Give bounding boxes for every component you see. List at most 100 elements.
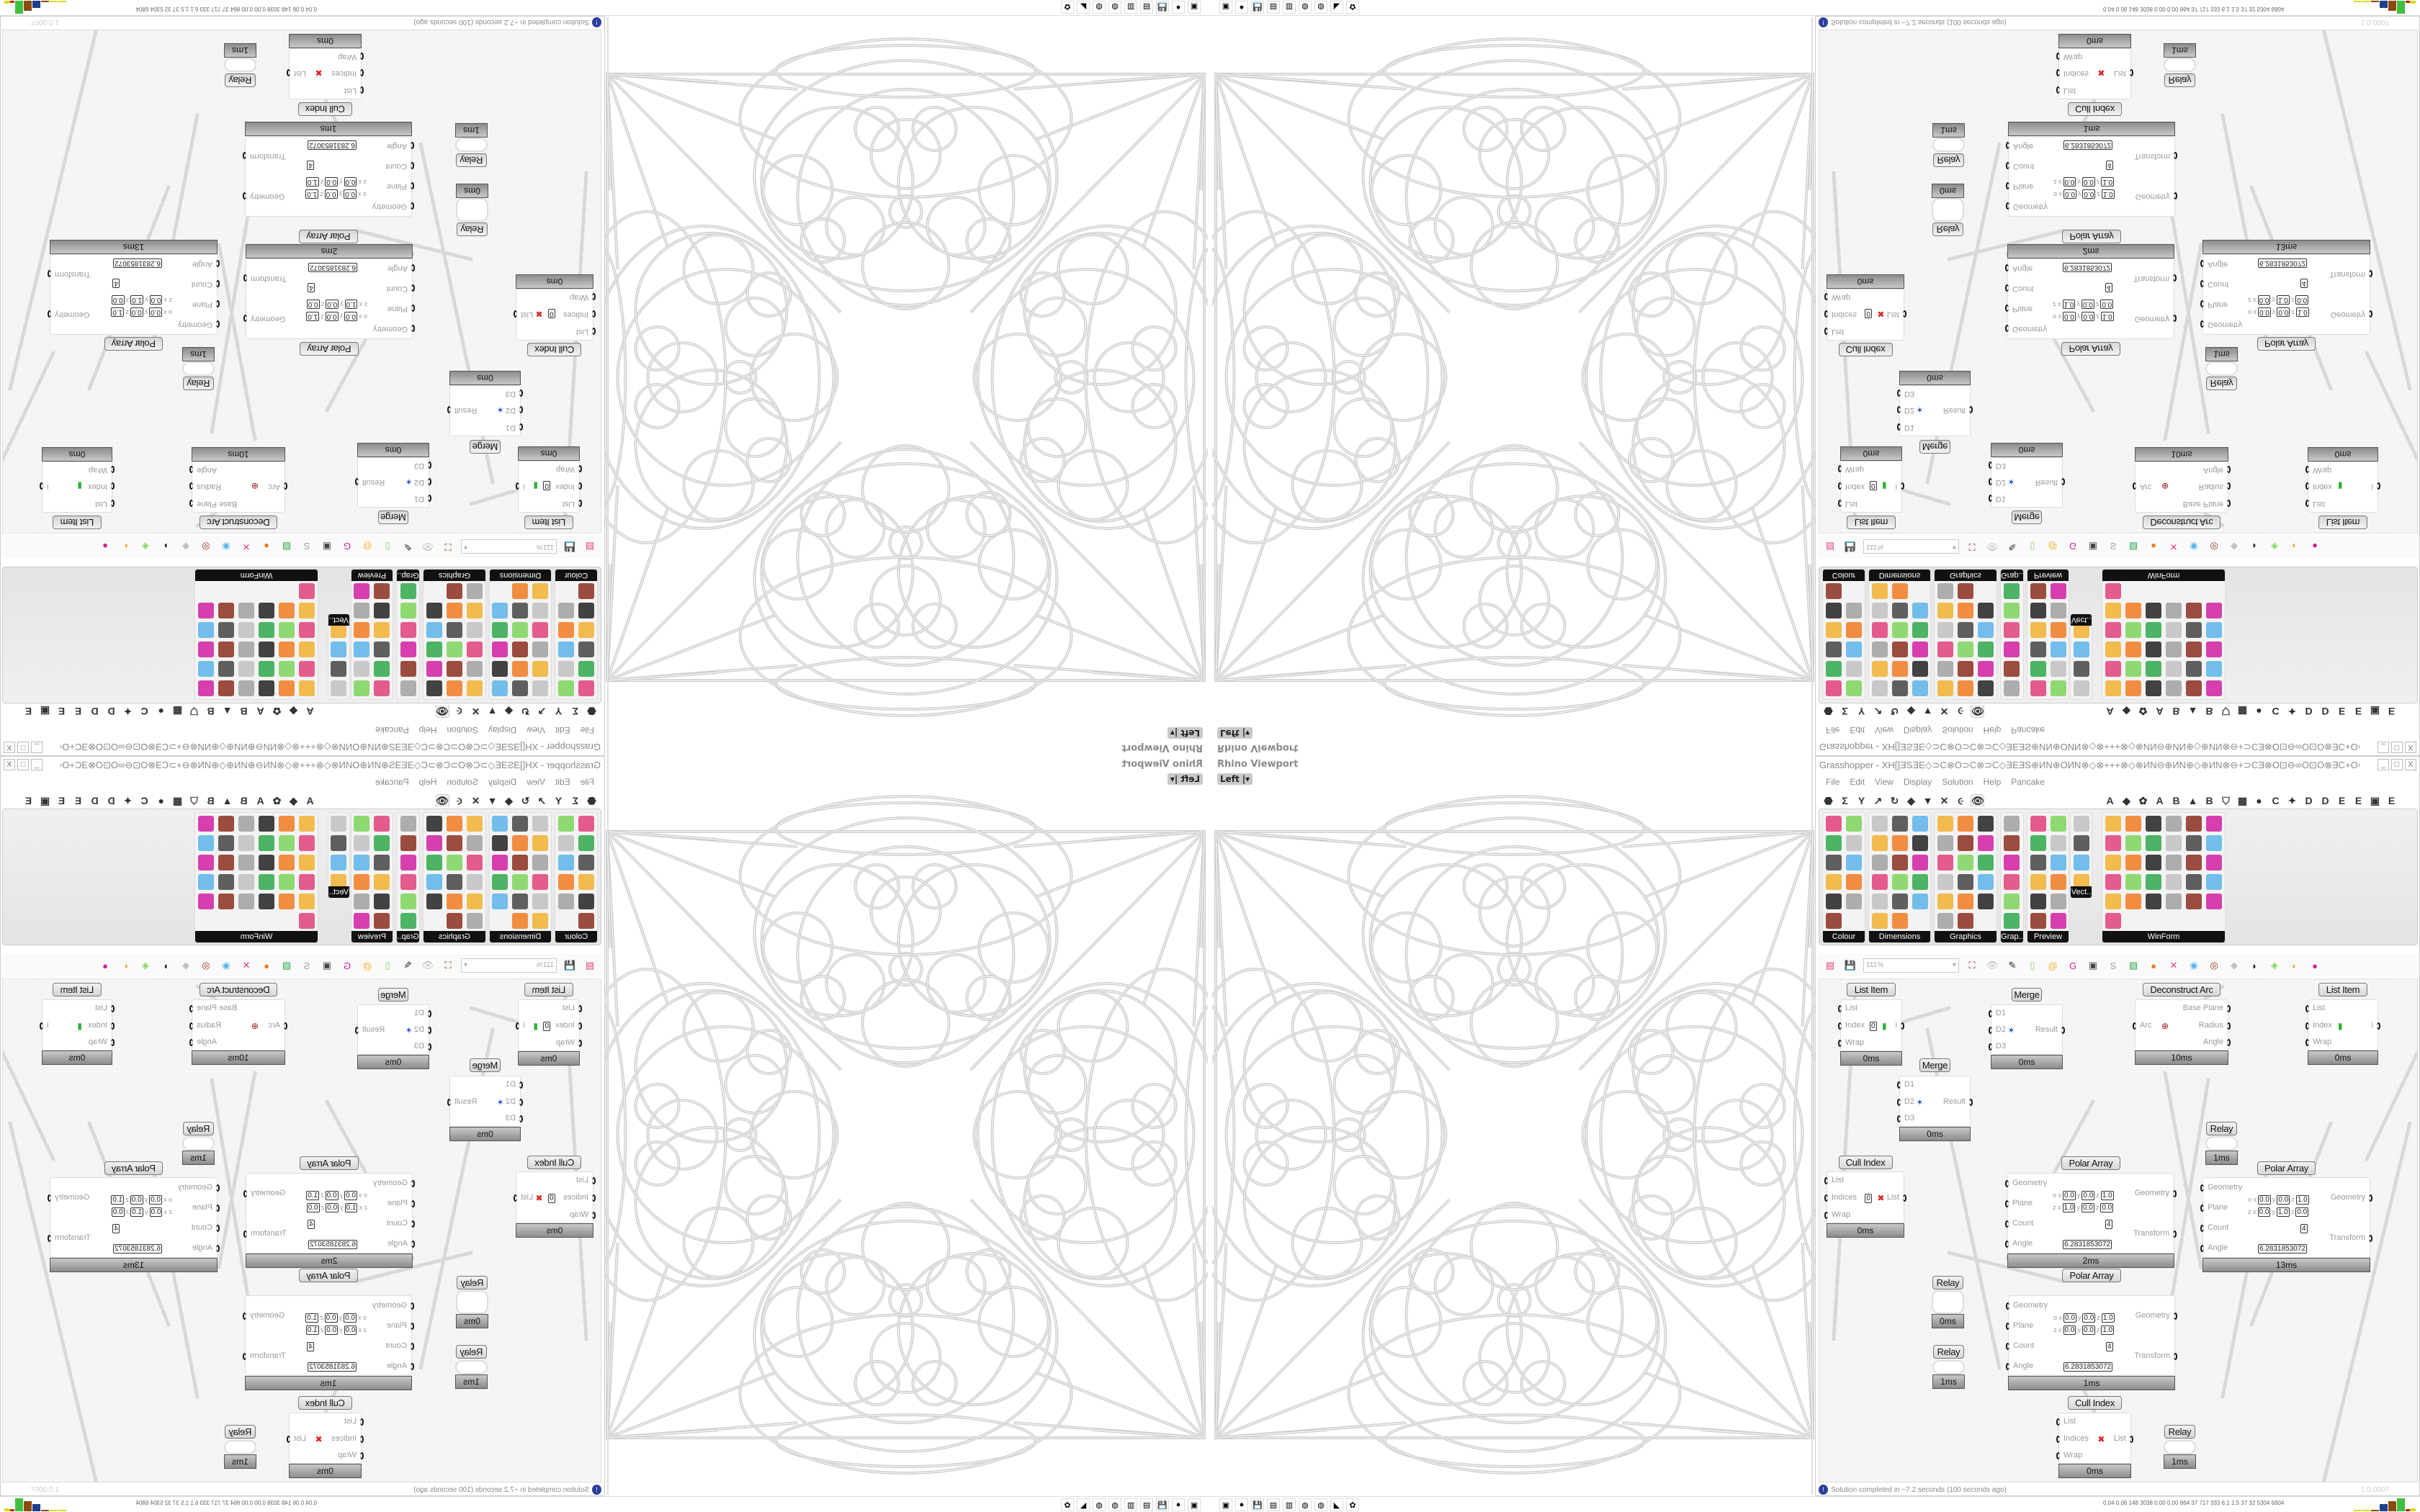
blue-ball-icon[interactable]: ● xyxy=(2312,960,2318,971)
component-icon[interactable] xyxy=(2105,622,2121,638)
sphere-icon[interactable]: ◐ xyxy=(122,960,128,971)
panel-label[interactable]: Preview xyxy=(2027,570,2069,581)
component-icon[interactable] xyxy=(532,583,548,599)
tab-icon[interactable]: 👁 xyxy=(436,705,449,718)
component-icon[interactable] xyxy=(532,603,548,618)
menu-edit[interactable]: Edit xyxy=(555,725,570,735)
plane-o-y[interactable]: 0.0 xyxy=(2082,189,2096,199)
output-grip[interactable] xyxy=(514,310,517,318)
component-icon[interactable] xyxy=(218,622,234,638)
mesh-icon[interactable]: ◎ xyxy=(2210,960,2218,971)
rhino-icon-2[interactable]: ◍ xyxy=(1093,1498,1106,1511)
plane-o-y[interactable]: 0.0 xyxy=(2081,1191,2095,1200)
count-value[interactable]: 4 xyxy=(307,1342,314,1351)
component-icon[interactable] xyxy=(1958,583,1973,599)
component-icon[interactable] xyxy=(354,622,369,638)
document-icon[interactable]: ▤ xyxy=(1267,1498,1280,1511)
input-grip[interactable] xyxy=(111,1022,115,1030)
tab-icon[interactable]: ↗ xyxy=(537,706,547,718)
panel-label[interactable]: Graphics xyxy=(1935,570,1996,581)
node-title[interactable]: Polar Array xyxy=(300,342,359,356)
component-icon[interactable] xyxy=(447,583,462,599)
wire-display-icon[interactable]: ✕ xyxy=(2169,541,2178,552)
input-grip[interactable] xyxy=(428,1027,431,1034)
panel-label[interactable]: Graphics xyxy=(424,931,485,942)
menu-file[interactable]: File xyxy=(1826,777,1840,787)
tab-icon[interactable]: E xyxy=(2388,795,2396,806)
plane-o-z[interactable]: 1.0 xyxy=(306,312,320,321)
input-grip[interactable] xyxy=(2200,1184,2204,1192)
panel-label[interactable]: Vect.. xyxy=(2071,614,2092,626)
input-grip[interactable] xyxy=(2005,1220,2009,1228)
input-grip[interactable] xyxy=(2200,1225,2204,1232)
component-icon[interactable] xyxy=(259,622,274,638)
component-icon[interactable] xyxy=(532,661,548,677)
component-icon[interactable] xyxy=(426,622,442,638)
tab-icon[interactable]: ◆ xyxy=(505,794,513,806)
component-icon[interactable] xyxy=(2105,583,2121,599)
component-icon[interactable] xyxy=(218,642,234,657)
component-icon[interactable] xyxy=(238,622,254,638)
component-icon[interactable] xyxy=(1912,816,1928,832)
angle-value[interactable]: 6.2831853072 xyxy=(308,263,357,272)
component-icon[interactable] xyxy=(2074,680,2089,696)
output-grip[interactable] xyxy=(2173,274,2177,282)
plane-z-x[interactable]: 0.0 xyxy=(344,1326,357,1335)
plane-o-x[interactable]: 0.0 xyxy=(149,307,162,317)
input-grip[interactable] xyxy=(411,1323,414,1330)
tab-icon[interactable]: ⬣ xyxy=(1824,706,1833,718)
component-icon[interactable] xyxy=(492,855,508,870)
component-icon[interactable] xyxy=(447,874,462,890)
component-icon[interactable] xyxy=(492,894,508,909)
input-grip[interactable] xyxy=(2305,482,2309,490)
tab-icon[interactable]: E xyxy=(2354,706,2362,717)
tab-icon[interactable]: B xyxy=(2205,795,2213,806)
component-icon[interactable] xyxy=(492,680,508,696)
output-grip[interactable] xyxy=(189,1004,193,1012)
component-icon[interactable] xyxy=(279,835,295,851)
node-title[interactable]: Merge xyxy=(377,510,409,524)
plane-z-z[interactable]: 0.0 xyxy=(2100,300,2114,309)
node-title[interactable]: Relay xyxy=(2164,1425,2195,1439)
output-grip[interactable] xyxy=(243,1190,247,1197)
input-grip[interactable] xyxy=(1824,1194,1828,1202)
component-icon[interactable] xyxy=(467,642,483,657)
component-icon[interactable] xyxy=(492,661,508,677)
input-grip[interactable] xyxy=(1989,1027,1992,1034)
component-icon[interactable] xyxy=(2206,874,2222,890)
cluster-icon[interactable]: ▣ xyxy=(2088,541,2098,552)
view-dropdown[interactable]: Left |▾ xyxy=(1217,727,1253,739)
component-icon[interactable] xyxy=(1846,816,1862,832)
search-icon[interactable]: S xyxy=(2110,960,2117,971)
plane-z-z[interactable]: 0.0 xyxy=(111,295,125,305)
component-icon[interactable] xyxy=(2146,874,2161,890)
node-title[interactable]: Relay xyxy=(456,1345,487,1359)
minimize-button[interactable]: _ xyxy=(31,742,42,753)
node-title[interactable]: Merge xyxy=(377,988,409,1002)
node-title[interactable]: Merge xyxy=(2011,988,2043,1002)
close-button[interactable]: X xyxy=(4,742,15,753)
component-icon[interactable] xyxy=(1892,661,1908,677)
tab-icon[interactable]: B xyxy=(240,706,248,717)
angle-value[interactable]: 6.2831853072 xyxy=(2063,1362,2112,1372)
component-icon[interactable] xyxy=(198,816,214,832)
firefox-icon[interactable]: ● xyxy=(1235,1,1248,14)
input-grip[interactable] xyxy=(284,1022,287,1030)
component-icon[interactable] xyxy=(1846,855,1862,870)
component-icon[interactable] xyxy=(512,661,528,677)
component-icon[interactable] xyxy=(238,894,254,909)
output-grip[interactable] xyxy=(243,1230,247,1238)
angle-value[interactable]: 6.2831853072 xyxy=(113,258,162,268)
sketch-icon[interactable]: ✎ xyxy=(403,960,412,971)
zoom-extents-icon[interactable]: ⛶ xyxy=(444,960,452,971)
component-icon[interactable] xyxy=(1912,894,1928,909)
component-icon[interactable] xyxy=(218,603,234,618)
input-grip[interactable] xyxy=(2006,202,2009,210)
tab-icon[interactable]: ✿ xyxy=(272,794,282,806)
input-grip[interactable] xyxy=(2305,1039,2309,1047)
angle-value[interactable]: 6.2831853072 xyxy=(308,140,357,150)
tab-icon[interactable]: ✦ xyxy=(123,794,133,806)
plane-z-y[interactable]: 1.0 xyxy=(130,295,144,305)
